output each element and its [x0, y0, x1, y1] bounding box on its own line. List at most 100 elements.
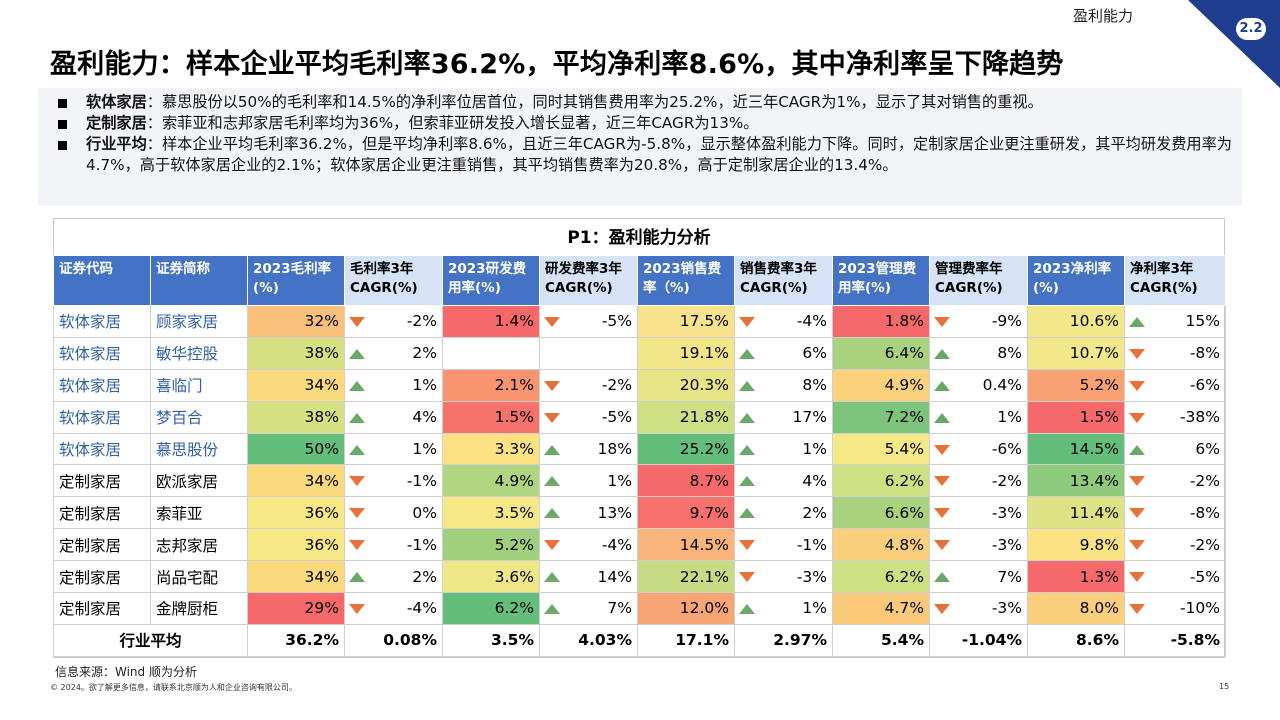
cagr-value: 0.4% [982, 376, 1022, 395]
cagr-cell: -5% [1124, 560, 1226, 594]
metric-value-cell: 10.6% [1027, 305, 1125, 338]
metric-value-cell: 1.5% [1027, 400, 1125, 434]
metric-value-cell: 14.5% [1027, 432, 1125, 466]
metric-value-cell: 29% [247, 592, 345, 625]
cagr-cell: 1% [344, 432, 443, 466]
metric-value-cell: 13.4% [1027, 464, 1125, 498]
metric-value-cell: 6.2% [442, 592, 540, 625]
cagr-cell: -5% [539, 400, 638, 434]
security-name-cell: 金牌厨柜 [150, 592, 248, 625]
summary-bullet-text: ：索菲亚和志邦家居毛利率均为36%，但索菲亚研发投入增长显著，近三年CAGR为1… [146, 114, 759, 132]
cagr-cell: -8% [1124, 496, 1226, 530]
cagr-value: -8% [1189, 503, 1220, 522]
cagr-cell [539, 336, 638, 370]
cagr-value: 17% [792, 408, 827, 427]
triangle-up-icon [544, 476, 560, 487]
summary-bullet-heading: 软体家居 [86, 93, 147, 111]
column-header: 2023净利率(%) [1027, 255, 1125, 306]
cagr-cell: 8% [929, 336, 1028, 370]
table-row: 定制家居 尚品宅配 34% 2% 3.6% 14% 22.1% -3% 6.2% 7% 1.3% -5… [53, 560, 1226, 594]
triangle-down-icon [544, 380, 560, 391]
cagr-value: 2% [412, 344, 437, 363]
average-value-cell: 2.97% [734, 623, 833, 657]
column-header: 净利率3年CAGR(%) [1124, 255, 1226, 306]
cagr-cell: -4% [539, 528, 638, 562]
cagr-cell: 6% [1124, 432, 1226, 466]
metric-value-cell: 4.9% [442, 464, 540, 498]
summary-bullet-heading: 定制家居 [86, 114, 147, 132]
cagr-value: -9% [991, 312, 1022, 331]
triangle-down-icon [544, 412, 560, 423]
cagr-cell: 2% [344, 560, 443, 594]
table-row: 软体家居 敏华控股 38% 2% 19.1% 6% 6.4% 8% 10.7% -8% [53, 336, 1226, 370]
triangle-down-icon [739, 572, 755, 583]
metric-value-cell: 50% [247, 432, 345, 466]
average-value-cell: 4.03% [539, 623, 638, 657]
cagr-value: 1% [802, 440, 827, 458]
metric-value-cell: 1.8% [832, 305, 930, 338]
summary-bullet: 软体家居：慕思股份以50%的毛利率和14.5%的净利率位居首位，同时其销售费用率… [48, 92, 1232, 113]
metric-value-cell: 8.0% [1027, 592, 1125, 625]
cagr-cell: -3% [929, 528, 1028, 562]
cagr-value: 2% [412, 567, 437, 586]
triangle-up-icon [349, 444, 365, 455]
page-title: 盈利能力：样本企业平均毛利率36.2%，平均净利率8.6%，其中净利率呈下降趋势 [50, 49, 1064, 80]
triangle-down-icon [1129, 476, 1145, 487]
cagr-cell: 18% [539, 432, 638, 466]
column-header: 管理费率年CAGR(%) [929, 255, 1028, 306]
average-value-cell: 3.5% [442, 623, 540, 657]
cagr-value: 7% [607, 599, 632, 618]
triangle-up-icon [739, 380, 755, 391]
cagr-value: 1% [412, 440, 437, 458]
cagr-value: -3% [991, 503, 1022, 522]
cagr-value: -1% [406, 535, 437, 554]
table-header-row: 证券代码 证券简称 2023毛利率(%) 毛利率3年CAGR(%) 2023研发费用率(… [53, 255, 1226, 306]
triangle-up-icon [739, 348, 755, 359]
cagr-value: 15% [1185, 312, 1220, 331]
table-row: 定制家居 欧派家居 34% -1% 4.9% 1% 8.7% 4% 6.2% -2% 13.4% -2… [53, 464, 1226, 498]
cagr-cell: 2% [344, 336, 443, 370]
cagr-cell: 4% [734, 464, 833, 498]
triangle-up-icon [934, 348, 950, 359]
cagr-cell: -1% [734, 528, 833, 562]
security-name-cell: 志邦家居 [150, 528, 248, 562]
cagr-value: 6% [1195, 440, 1220, 458]
cagr-value: -6% [1189, 376, 1220, 395]
triangle-down-icon [1129, 604, 1145, 615]
cagr-value: 4% [802, 471, 827, 490]
metric-value-cell: 7.2% [832, 400, 930, 434]
triangle-down-icon [1129, 572, 1145, 583]
security-code-cell: 软体家居 [53, 432, 151, 466]
triangle-up-icon [739, 604, 755, 615]
cagr-value: -2% [991, 471, 1022, 490]
cagr-value: 7% [997, 567, 1022, 586]
security-code-cell: 定制家居 [53, 464, 151, 498]
triangle-down-icon [934, 604, 950, 615]
security-code-cell: 软体家居 [53, 368, 151, 402]
security-name-cell: 梦百合 [150, 400, 248, 434]
column-header: 证券代码 [53, 255, 151, 306]
cagr-cell: 7% [929, 560, 1028, 594]
table-row: 软体家居 慕思股份 50% 1% 3.3% 18% 25.2% 1% 5.4% -6% 14.5% 6… [53, 432, 1226, 466]
cagr-cell: -2% [344, 305, 443, 338]
metric-value-cell: 12.0% [637, 592, 735, 625]
cagr-value: 1% [802, 599, 827, 618]
cagr-cell: -6% [1124, 368, 1226, 402]
cagr-value: 4% [412, 408, 437, 427]
triangle-down-icon [1129, 348, 1145, 359]
column-header: 2023管理费用率(%) [832, 255, 930, 306]
triangle-down-icon [1129, 540, 1145, 551]
average-value-cell: 36.2% [247, 623, 345, 657]
security-name-cell: 慕思股份 [150, 432, 248, 466]
triangle-up-icon [544, 508, 560, 519]
triangle-up-icon [349, 572, 365, 583]
triangle-up-icon [544, 572, 560, 583]
cagr-cell: 8% [734, 368, 833, 402]
metric-value-cell: 20.3% [637, 368, 735, 402]
cagr-cell: -5% [539, 305, 638, 338]
metric-value-cell: 10.7% [1027, 336, 1125, 370]
cagr-value: 18% [597, 440, 632, 458]
cagr-cell: 1% [344, 368, 443, 402]
column-header: 毛利率3年CAGR(%) [344, 255, 443, 306]
security-name-cell: 喜临门 [150, 368, 248, 402]
